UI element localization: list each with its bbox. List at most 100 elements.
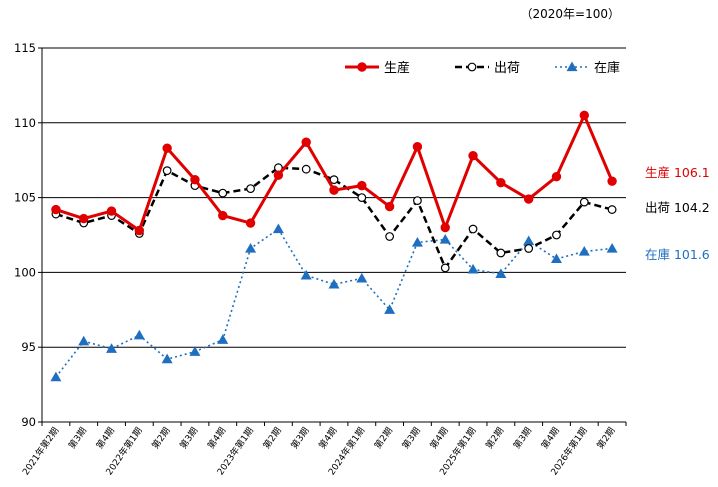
legend-label: 在庫 (594, 61, 620, 76)
legend-label: 出荷 (494, 61, 520, 76)
y-tick-label: 90 (21, 415, 36, 429)
x-tick-label: 第3期 (66, 425, 89, 451)
data-point (78, 335, 90, 346)
data-point (273, 170, 284, 180)
x-tick-label: 第3期 (288, 425, 311, 451)
series-line (55, 113, 614, 233)
data-point (467, 263, 479, 274)
data-point (551, 171, 562, 182)
data-point (411, 236, 423, 247)
x-tick-label: 第4期 (538, 425, 561, 451)
data-point (384, 201, 395, 212)
data-point (190, 174, 200, 185)
data-point (607, 176, 617, 186)
data-point (161, 353, 173, 364)
legend-label: 生産 (384, 60, 410, 76)
x-tick-label: 第4期 (427, 425, 450, 451)
data-point (329, 185, 339, 195)
legend-marker (566, 61, 578, 72)
data-point (357, 180, 367, 191)
data-point (246, 184, 255, 194)
x-axis: 2021年第2期 第3期 第4期2022年第1期 第2期 第3期 第4期2023年第1期第… (20, 421, 627, 477)
data-point (412, 142, 423, 152)
data-point (272, 223, 284, 234)
data-point (162, 143, 172, 153)
x-tick-label: 第4期 (94, 425, 117, 451)
y-tick-label: 110 (14, 116, 36, 130)
data-point (356, 272, 368, 283)
data-point (440, 263, 450, 273)
data-point (301, 137, 311, 147)
data-point (496, 177, 506, 188)
data-point (328, 278, 340, 289)
data-point (245, 218, 256, 228)
data-point (218, 188, 228, 198)
x-tick-label: 第2期 (149, 425, 172, 451)
data-point (300, 269, 312, 280)
legend: 生産 出荷 在庫 (345, 60, 620, 76)
data-point (218, 210, 228, 221)
x-tick-label: 第3期 (177, 425, 200, 451)
data-point (217, 334, 229, 344)
data-point (133, 329, 145, 340)
y-tick-label: 105 (14, 191, 36, 205)
legend-marker (467, 62, 477, 72)
data-point (607, 205, 617, 214)
end-label: 在庫 101.6 (645, 247, 710, 262)
series-line (55, 166, 613, 270)
data-point (523, 235, 535, 246)
end-label: 出荷 104.2 (645, 200, 710, 215)
x-tick-label: 第3期 (399, 425, 422, 451)
data-point (385, 232, 395, 241)
x-tick-label: 第4期 (316, 425, 339, 451)
x-tick-label: 第2期 (594, 425, 617, 451)
data-point (552, 230, 561, 240)
data-point (550, 253, 562, 264)
data-point (106, 343, 118, 353)
y-tick-label: 115 (14, 41, 36, 55)
data-point (50, 371, 62, 382)
series-inventory (50, 223, 618, 382)
x-tick-label: 第4期 (205, 425, 228, 451)
legend-entry: 出荷 (455, 61, 520, 76)
data-point (524, 244, 534, 253)
series-shipments (51, 163, 617, 273)
data-point (413, 196, 422, 205)
y-tick-label: 100 (14, 265, 36, 279)
end-labels: 生産 106.1 出荷 104.2 在庫 101.6 (645, 165, 710, 262)
data-point (606, 242, 618, 253)
x-tick-label: 第3期 (511, 425, 534, 451)
series-production (51, 110, 617, 236)
data-point (495, 268, 507, 279)
data-point (162, 166, 172, 176)
unit-note: （2020年=100） (521, 7, 621, 21)
data-point (357, 193, 367, 203)
x-tick-label: 第2期 (260, 425, 283, 451)
gridlines (42, 47, 626, 348)
legend-marker (357, 62, 367, 72)
y-tick-label: 95 (21, 340, 36, 354)
data-point (329, 175, 339, 185)
data-point (245, 242, 257, 253)
data-point (384, 304, 396, 314)
data-point (578, 245, 590, 256)
data-point (301, 164, 311, 174)
data-point (579, 110, 589, 121)
data-point (439, 233, 451, 244)
data-point (134, 225, 145, 236)
data-point (579, 197, 589, 207)
data-point (468, 151, 478, 161)
end-label: 生産 106.1 (645, 165, 710, 180)
y-axis: 90 95 100 105 110 115 (14, 41, 43, 429)
x-tick-label: 第2期 (372, 425, 395, 451)
data-point (79, 213, 89, 224)
series-layer (50, 110, 618, 382)
data-point (468, 224, 478, 234)
legend-entry: 在庫 (555, 61, 620, 76)
data-point (189, 346, 201, 356)
x-tick-label: 2021年第2期 (20, 425, 62, 477)
data-point (440, 222, 450, 233)
data-point (496, 248, 506, 258)
data-point (51, 204, 61, 215)
